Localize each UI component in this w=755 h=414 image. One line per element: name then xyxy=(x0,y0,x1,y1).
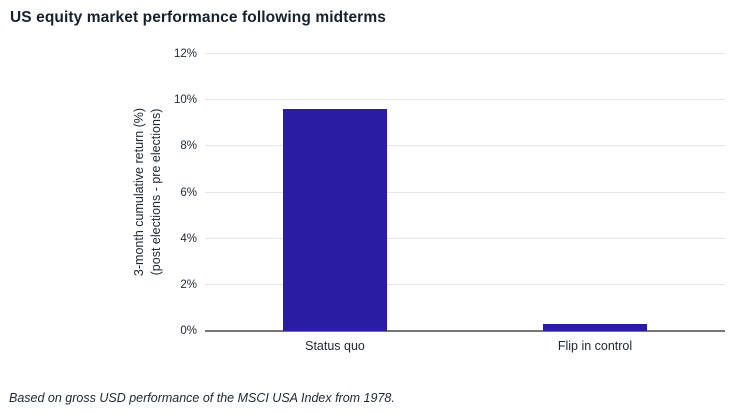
bar-flip-in-control[interactable] xyxy=(543,324,647,331)
y-tick-label: 4% xyxy=(180,232,197,245)
gridline xyxy=(205,283,725,285)
bar-status-quo[interactable] xyxy=(283,109,387,331)
chart-title: US equity market performance following m… xyxy=(10,9,386,26)
y-tick-label: 2% xyxy=(180,278,197,291)
y-tick-label: 0% xyxy=(180,325,197,337)
plot-area xyxy=(205,53,725,332)
gridline xyxy=(205,191,725,193)
y-tick-label: 6% xyxy=(180,186,197,199)
x-axis-category-label: Flip in control xyxy=(557,339,633,353)
x-axis-baseline xyxy=(205,330,725,332)
x-axis-category-label: Status quo xyxy=(305,339,365,353)
y-tick-label: 10% xyxy=(173,94,197,107)
gridline xyxy=(205,145,725,147)
gridline xyxy=(205,237,725,239)
gridline xyxy=(205,53,725,54)
y-axis-title-line1: 3-month cumulative return (%) xyxy=(132,107,146,277)
y-tick-label: 12% xyxy=(173,48,197,60)
gridline xyxy=(205,99,725,101)
source-footnote: Based on gross USD performance of the MS… xyxy=(9,391,395,405)
y-tick-label: 8% xyxy=(180,140,197,153)
